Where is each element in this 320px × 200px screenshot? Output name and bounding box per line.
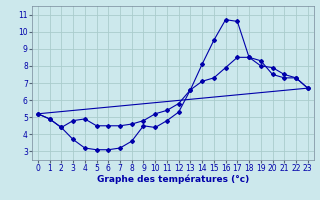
X-axis label: Graphe des températures (°c): Graphe des températures (°c) [97,175,249,184]
